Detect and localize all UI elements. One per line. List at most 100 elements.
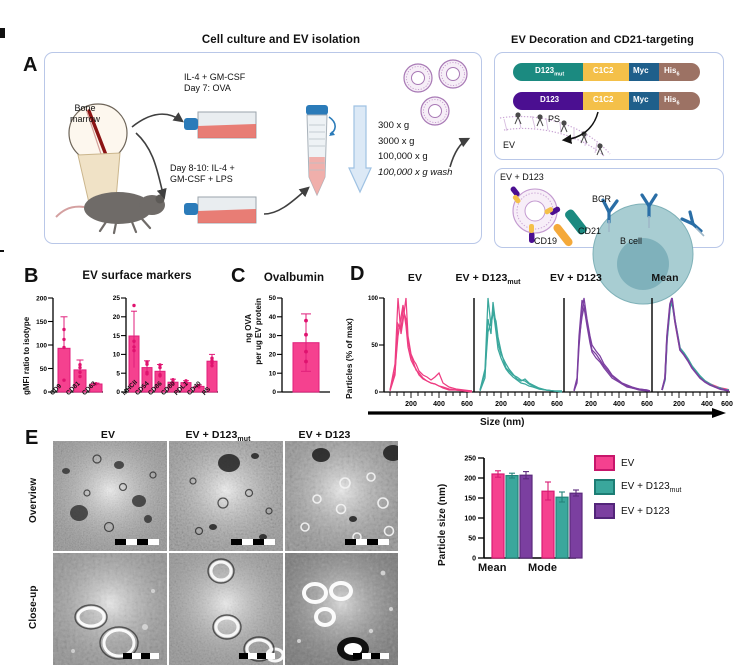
svg-text:10: 10 bbox=[269, 370, 277, 377]
svg-text:400: 400 bbox=[613, 401, 625, 408]
panel-e-xtick-mean: Mean bbox=[478, 562, 507, 574]
panel-d-xlabel: Size (nm) bbox=[480, 417, 525, 428]
panel-a-right-title: EV Decoration and CD21-targeting bbox=[511, 34, 694, 46]
construct-d123-his: His6 bbox=[664, 95, 680, 107]
construct-d123mut-name: D123mut bbox=[535, 66, 565, 78]
legend-swatch-ev-d123 bbox=[594, 503, 615, 519]
svg-text:200: 200 bbox=[585, 401, 597, 408]
panel-e-chart: 0 50 100 150 200 250 bbox=[452, 452, 583, 592]
culture-top-line1: IL-4 + GM-CSF bbox=[184, 72, 246, 82]
em-grid-svg bbox=[53, 441, 398, 665]
panel-b-chart-tetraspanins: 0 50 100 150 200 bbox=[33, 292, 105, 412]
bcr-label: BCR bbox=[592, 194, 612, 204]
ev-label: EV bbox=[503, 140, 516, 150]
culture-bottom-label: Day 8-10: IL-4 + GM-CSF + LPS bbox=[170, 163, 235, 185]
svg-text:5: 5 bbox=[116, 370, 120, 377]
bcell-illustration bbox=[497, 178, 721, 305]
svg-text:200: 200 bbox=[464, 475, 476, 482]
construct-to-ps-arrow bbox=[556, 110, 602, 146]
construct-d123-myc: Myc bbox=[633, 95, 649, 104]
svg-text:400: 400 bbox=[523, 401, 535, 408]
spin-steps-list: 300 x g 3000 x g 100,000 x g 100,000 x g… bbox=[378, 118, 488, 180]
panel-d-ylabel: Particles (% of max) bbox=[344, 318, 354, 399]
panel-d-svg: 0 50 100 bbox=[368, 296, 733, 408]
bcell-label: B cell bbox=[620, 236, 643, 246]
panel-b-ylabel: gMFI ratio to isotype bbox=[22, 316, 31, 395]
spin-step-2: 100,000 x g bbox=[378, 151, 428, 162]
panel-c-svg: 0 10 20 30 40 50 bbox=[269, 295, 330, 396]
panel-a-letter: A bbox=[23, 54, 38, 76]
svg-text:0: 0 bbox=[472, 555, 476, 562]
svg-text:600: 600 bbox=[721, 401, 733, 408]
construct-d123 bbox=[513, 92, 703, 110]
cd19-label: CD19 bbox=[534, 236, 558, 246]
flask-to-tube-arrow bbox=[262, 178, 322, 220]
construct-d123-c1c2: C1C2 bbox=[593, 95, 614, 104]
construct-d123mut-his: His6 bbox=[664, 66, 680, 78]
culture-bottom-line2: GM-CSF + LPS bbox=[170, 174, 233, 184]
centrifugation-arrow bbox=[348, 105, 372, 194]
panel-c-ylabel-line1: ng OVA bbox=[244, 314, 253, 343]
em-image-grid bbox=[53, 441, 398, 665]
culture-bottom-line1: Day 8-10: IL-4 + bbox=[170, 163, 235, 173]
legend-label-ev-d123: EV + D123 bbox=[621, 505, 670, 517]
panel-e-coltitle-0: EV bbox=[100, 429, 116, 441]
svg-text:20: 20 bbox=[269, 352, 277, 359]
svg-text:600: 600 bbox=[641, 401, 653, 408]
svg-text:200: 200 bbox=[673, 401, 685, 408]
construct-d123-name: D123 bbox=[540, 95, 560, 104]
svg-text:600: 600 bbox=[461, 401, 473, 408]
panel-b-letter: B bbox=[24, 265, 39, 287]
svg-text:20: 20 bbox=[113, 314, 121, 321]
svg-text:10: 10 bbox=[113, 352, 121, 359]
em-image-closeup-ev-d123mut bbox=[169, 553, 283, 665]
panel-e-coltitle-2: EV + D123 bbox=[298, 429, 351, 441]
svg-text:600: 600 bbox=[551, 401, 563, 408]
svg-text:100: 100 bbox=[36, 342, 47, 349]
em-image-closeup-ev-d123 bbox=[285, 553, 398, 665]
panel-a-left-title: Cell culture and EV isolation bbox=[201, 34, 361, 46]
panel-c-letter: C bbox=[231, 265, 246, 287]
svg-text:200: 200 bbox=[495, 401, 507, 408]
panel-d-subtitle-2: EV + D123 bbox=[550, 272, 602, 284]
panel-b-chart-markers: 0 5 10 15 20 25 bbox=[108, 292, 220, 412]
svg-text:200: 200 bbox=[36, 295, 47, 302]
construct-d123mut bbox=[513, 63, 703, 81]
scale-bars bbox=[115, 539, 389, 659]
panel-e-legend: EV EV + D123mut EV + D123 bbox=[594, 455, 729, 519]
svg-text:30: 30 bbox=[269, 333, 277, 340]
bone-marrow-label: Bone marrow bbox=[70, 103, 100, 125]
panel-d-letter: D bbox=[350, 263, 365, 285]
legend-swatch-ev-d123mut bbox=[594, 479, 615, 495]
construct-d123mut-c1c2: C1C2 bbox=[593, 66, 614, 75]
centrifuge-tube bbox=[296, 105, 342, 201]
tube-to-ev-arrow bbox=[446, 135, 480, 171]
svg-text:0: 0 bbox=[43, 389, 47, 396]
ev-d123-label: EV + D123 bbox=[500, 172, 544, 182]
isolated-ev-illustration bbox=[398, 58, 474, 134]
em-image-closeup-ev bbox=[53, 553, 167, 665]
panel-d-subtitle-0: EV bbox=[407, 272, 423, 284]
svg-text:0: 0 bbox=[116, 389, 120, 396]
svg-text:15: 15 bbox=[113, 333, 121, 340]
svg-text:150: 150 bbox=[464, 495, 476, 502]
svg-text:50: 50 bbox=[468, 535, 476, 542]
bone-marrow-label-line2: marrow bbox=[70, 114, 101, 124]
svg-text:50: 50 bbox=[269, 295, 277, 302]
svg-text:50: 50 bbox=[40, 366, 48, 373]
legend-item-ev: EV bbox=[594, 455, 729, 471]
panel-e-rowlabel-closeup: Close-up bbox=[28, 585, 39, 629]
svg-text:400: 400 bbox=[433, 401, 445, 408]
svg-text:100: 100 bbox=[368, 296, 379, 302]
svg-text:50: 50 bbox=[371, 343, 378, 349]
panel-a-arrows bbox=[130, 105, 250, 215]
em-image-overview-ev-d123mut bbox=[169, 441, 283, 551]
culture-flask-top bbox=[182, 108, 262, 144]
svg-text:0: 0 bbox=[272, 389, 276, 396]
culture-top-line2: Day 7: OVA bbox=[184, 83, 231, 93]
panel-e-chart-ylabel: Particle size (nm) bbox=[437, 483, 448, 566]
legend-item-ev-d123: EV + D123 bbox=[594, 503, 729, 519]
svg-text:40: 40 bbox=[269, 314, 277, 321]
svg-text:100: 100 bbox=[464, 515, 476, 522]
spin-step-3: 100,000 x g wash bbox=[378, 166, 453, 178]
